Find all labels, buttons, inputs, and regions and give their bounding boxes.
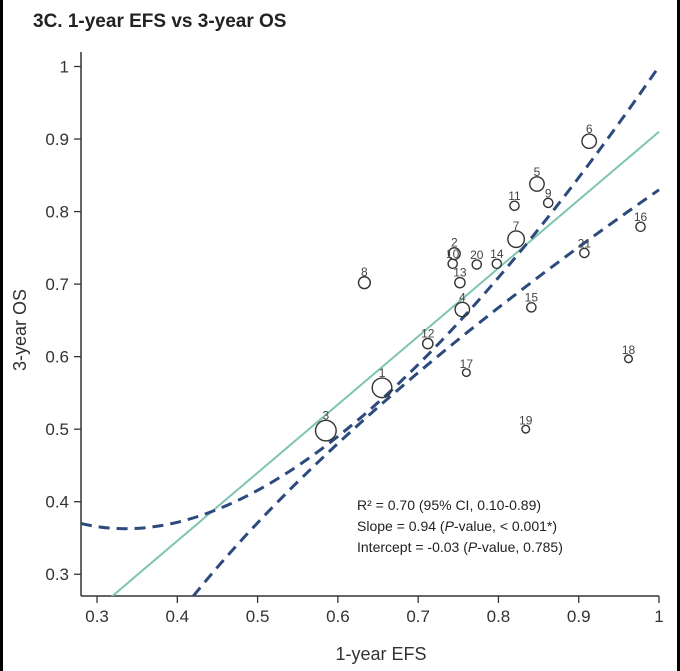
data-point-label: 15	[525, 291, 539, 305]
stat-annotation-slope: Slope = 0.94 (P-value, < 0.001*)	[357, 518, 557, 534]
data-point-label: 11	[508, 189, 521, 203]
ci-upper-line	[81, 65, 661, 531]
data-point-label: 10	[446, 247, 460, 261]
data-point-label: 5	[534, 165, 541, 179]
data-point-label: 13	[453, 266, 467, 280]
data-point	[521, 424, 531, 434]
data-point	[454, 301, 471, 318]
x-tick-label: 0.6	[326, 607, 350, 626]
y-tick-label: 0.8	[45, 203, 69, 222]
data-point	[461, 368, 471, 378]
x-axis-label: 1-year EFS	[335, 644, 426, 664]
x-tick-label: 0.5	[246, 607, 270, 626]
data-point-label: 21	[578, 236, 592, 250]
x-tick-label: 0.9	[567, 607, 591, 626]
stat-annotation-intercept: Intercept = -0.03 (P-value, 0.785)	[357, 539, 563, 555]
y-tick-label: 0.7	[45, 275, 69, 294]
ci-lower-line	[192, 188, 660, 596]
data-point	[529, 176, 545, 192]
data-point	[581, 133, 598, 150]
data-point	[371, 377, 393, 399]
y-tick-label: 0.6	[45, 348, 69, 367]
plot-area: 0.3 0.4 0.5 0.6 0.7 0.8 0.9 1 0.3 0.4 0.5 0.6 0.7 0.8…	[45, 52, 664, 626]
y-tick-label: 1	[60, 58, 69, 77]
y-tick-label: 0.5	[45, 420, 69, 439]
data-point-label: 17	[460, 357, 474, 371]
data-point-label: 3	[323, 408, 330, 422]
data-point-label: 7	[513, 219, 520, 233]
y-tick-label: 0.3	[45, 565, 69, 584]
fit-lines	[81, 65, 661, 596]
x-tick-label: 0.4	[166, 607, 190, 626]
data-point-label: 8	[361, 265, 368, 279]
data-point	[635, 221, 646, 233]
data-point-label: 1	[379, 366, 386, 380]
data-point	[623, 354, 634, 364]
data-point-label: 12	[421, 326, 435, 340]
data-point	[314, 419, 337, 442]
data-point-label: 9	[545, 186, 552, 200]
y-axis-label: 3-year OS	[10, 289, 30, 371]
data-point	[542, 197, 554, 209]
data-point-label: 18	[622, 343, 636, 357]
scatter-chart: 3C. 1-year EFS vs 3-year OS 0.3 0.4 0.5 0.6…	[10, 11, 664, 664]
data-point	[491, 258, 503, 270]
data-point	[447, 258, 458, 270]
data-point-label: 6	[586, 122, 593, 136]
data-point-label: 4	[459, 290, 466, 304]
x-tick-label: 0.7	[406, 607, 430, 626]
x-tick-label: 0.8	[487, 607, 511, 626]
data-point	[509, 200, 520, 212]
data-point-label: 19	[519, 413, 533, 427]
stat-annotation-r2: R² = 0.70 (95% CI, 0.10-0.89)	[357, 497, 541, 513]
data-point-label: 14	[490, 247, 504, 261]
data-point-label: 16	[634, 210, 648, 224]
data-point-label: 2	[451, 236, 458, 250]
data-point	[507, 230, 526, 249]
y-tick-label: 0.9	[45, 130, 69, 149]
x-tick-label: 1	[654, 607, 663, 626]
data-point	[357, 276, 371, 290]
data-point	[526, 302, 537, 313]
data-point	[579, 247, 590, 259]
chart-title: 3C. 1-year EFS vs 3-year OS	[33, 11, 286, 32]
regression-line	[110, 131, 660, 596]
data-point-label: 20	[470, 248, 484, 262]
data-point	[421, 337, 434, 350]
data-point	[471, 259, 483, 270]
y-tick-label: 0.4	[45, 493, 69, 512]
x-tick-label: 0.3	[85, 607, 109, 626]
data-point	[454, 276, 466, 289]
